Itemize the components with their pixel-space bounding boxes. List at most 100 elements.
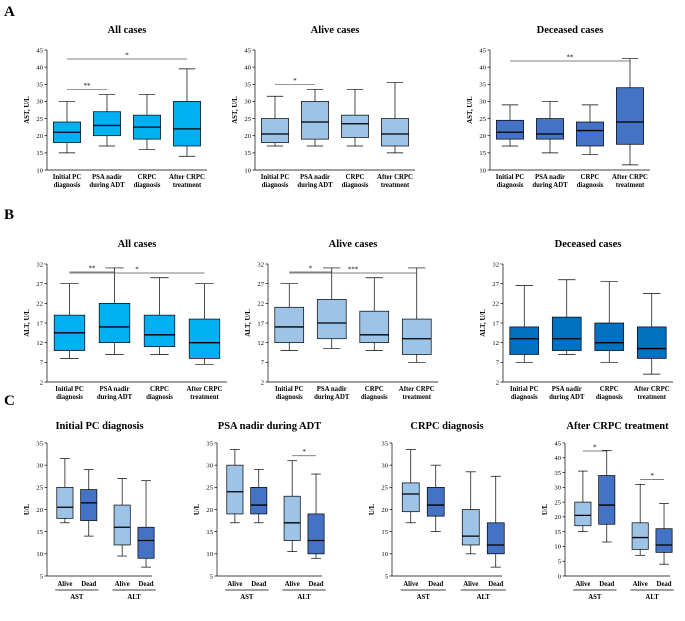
box-iqr <box>551 316 582 351</box>
category-label: diagnosis <box>596 394 623 401</box>
category-label: Alive <box>403 581 418 588</box>
y-tick-label: 20 <box>206 507 213 514</box>
box-iqr <box>301 101 329 140</box>
box-iqr <box>98 302 131 344</box>
y-axis-label: AST, U/L <box>467 96 474 124</box>
category-label: diagnosis <box>54 182 81 189</box>
box-iqr <box>56 486 74 519</box>
box-iqr <box>616 87 644 145</box>
category-label: Dead <box>308 581 323 588</box>
category-label: during ADT <box>89 182 125 189</box>
y-tick-label: 32 <box>492 261 499 268</box>
box-3 <box>655 503 673 565</box>
y-tick-label: 40 <box>244 64 251 71</box>
chart-6: Initial PC diagnosis 5 10 15 20 25 30 35 U/L Aliv… <box>24 421 156 601</box>
category-label: After CRPC <box>377 174 413 181</box>
category-label: treatment <box>402 394 431 401</box>
y-tick-label: 45 <box>36 47 43 54</box>
y-tick-label: 35 <box>554 470 561 477</box>
y-tick-label: 5 <box>558 559 562 566</box>
y-tick-label: 15 <box>206 529 213 536</box>
box-iqr <box>496 119 524 140</box>
category-label: diagnosis <box>276 394 303 401</box>
category-label: Initial PC <box>261 174 290 181</box>
chart-title: After CRPC treatment <box>566 421 669 432</box>
box-iqr <box>341 114 369 138</box>
box-iqr <box>93 111 121 137</box>
box-0 <box>226 449 244 524</box>
significance-label: * <box>135 266 139 274</box>
chart-title: All cases <box>108 25 147 36</box>
box-iqr <box>576 121 604 147</box>
category-label: After CRPC <box>187 386 223 393</box>
chart-title: Alive cases <box>311 25 360 36</box>
box-iqr <box>274 306 305 344</box>
y-tick-label: 20 <box>554 514 561 521</box>
category-label: Alive <box>227 581 242 588</box>
category-label: After CRPC <box>399 386 435 393</box>
category-label: diagnosis <box>56 394 83 401</box>
category-label: CRPC <box>138 174 157 181</box>
category-label: Alive <box>285 581 300 588</box>
significance-label: * <box>293 77 297 85</box>
category-label: diagnosis <box>146 394 173 401</box>
box-iqr <box>307 513 325 555</box>
box-2 <box>143 277 176 355</box>
y-tick-label: 12 <box>492 340 499 347</box>
y-tick-label: 45 <box>479 47 486 54</box>
group-label: ALT <box>127 594 141 601</box>
y-tick-label: 15 <box>479 150 486 157</box>
panel-label-b: B <box>4 207 14 223</box>
y-tick-label: 45 <box>244 47 251 54</box>
category-label: Alive <box>57 581 72 588</box>
chart-9: After CRPC treatment 0 5 10 15 20 25 30 35 40 45 U/… <box>542 421 674 601</box>
category-label: during ADT <box>297 182 333 189</box>
group-label: AST <box>417 594 431 601</box>
y-tick-label: 30 <box>206 462 213 469</box>
y-tick-label: 15 <box>244 150 251 157</box>
box-iqr <box>636 326 667 359</box>
chart-0: All cases 10 15 20 25 30 35 40 45 AST, U/L Initial… <box>24 25 207 189</box>
category-label: Alive <box>463 581 478 588</box>
box-2 <box>631 484 649 556</box>
box-1 <box>301 89 329 147</box>
category-label: diagnosis <box>262 182 289 189</box>
box-iqr <box>381 118 409 147</box>
chart-title: Deceased cases <box>537 25 604 36</box>
box-iqr <box>598 475 616 525</box>
y-tick-label: 40 <box>36 64 43 71</box>
y-tick-label: 12 <box>36 340 43 347</box>
category-label: Initial PC <box>510 386 539 393</box>
y-tick-label: 10 <box>381 551 388 558</box>
box-iqr <box>188 318 221 359</box>
box-iqr <box>426 486 445 517</box>
significance-label: ** <box>89 265 97 273</box>
box-iqr <box>401 482 420 513</box>
box-iqr <box>316 299 347 340</box>
box-iqr <box>283 495 301 541</box>
box-1 <box>250 469 268 524</box>
panel-label-a: A <box>4 4 15 20</box>
box-iqr <box>226 464 244 515</box>
y-tick-label: 22 <box>257 301 264 308</box>
box-3 <box>188 283 221 365</box>
box-3 <box>173 68 201 157</box>
y-tick-label: 0 <box>558 573 562 580</box>
category-label: diagnosis <box>361 394 388 401</box>
box-iqr <box>80 489 98 521</box>
category-label: CRPC <box>346 174 365 181</box>
category-label: PSA nadir <box>535 174 565 181</box>
category-label: Dead <box>656 581 671 588</box>
chart-8: CRPC diagnosis 5 10 15 20 25 30 35 U/L Alive Dead A… <box>369 421 506 601</box>
box-3 <box>636 293 667 375</box>
y-tick-label: 7 <box>261 360 265 367</box>
y-axis-label: U/L <box>194 503 201 515</box>
category-label: PSA nadir <box>300 174 330 181</box>
box-2 <box>461 471 480 555</box>
box-1 <box>98 267 131 355</box>
category-label: Alive <box>633 581 648 588</box>
category-label: diagnosis <box>577 182 604 189</box>
category-label: during ADT <box>314 394 350 401</box>
y-axis-label: U/L <box>24 503 31 515</box>
category-label: Alive <box>115 581 130 588</box>
